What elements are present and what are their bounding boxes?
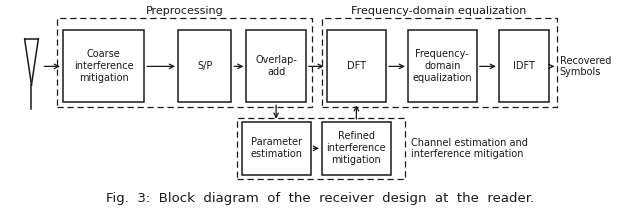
Text: Channel estimation and
interference mitigation: Channel estimation and interference miti… — [411, 138, 528, 159]
Text: Preprocessing: Preprocessing — [146, 6, 223, 16]
Text: IDFT: IDFT — [513, 61, 535, 71]
Text: Parameter
estimation: Parameter estimation — [250, 137, 302, 159]
Text: Recovered
Symbols: Recovered Symbols — [559, 56, 611, 77]
Bar — [326, 30, 386, 102]
Bar — [63, 30, 145, 102]
Bar — [322, 18, 557, 107]
Text: Frequency-domain equalization: Frequency-domain equalization — [351, 6, 527, 16]
Bar — [237, 118, 404, 179]
Bar — [178, 30, 231, 102]
Text: Coarse
interference
mitigation: Coarse interference mitigation — [74, 49, 133, 83]
Bar — [246, 30, 306, 102]
Text: Refined
interference
mitigation: Refined interference mitigation — [326, 131, 386, 165]
Bar — [322, 122, 391, 175]
Text: Frequency-
domain
equalization: Frequency- domain equalization — [413, 49, 472, 83]
Text: Fig.  3:  Block  diagram  of  the  receiver  design  at  the  reader.: Fig. 3: Block diagram of the receiver de… — [106, 192, 534, 205]
Bar — [408, 30, 477, 102]
Text: Overlap-
add: Overlap- add — [255, 55, 297, 77]
Bar — [56, 18, 312, 107]
Text: DFT: DFT — [347, 61, 366, 71]
Bar — [242, 122, 310, 175]
Text: S/P: S/P — [197, 61, 212, 71]
Bar — [499, 30, 549, 102]
